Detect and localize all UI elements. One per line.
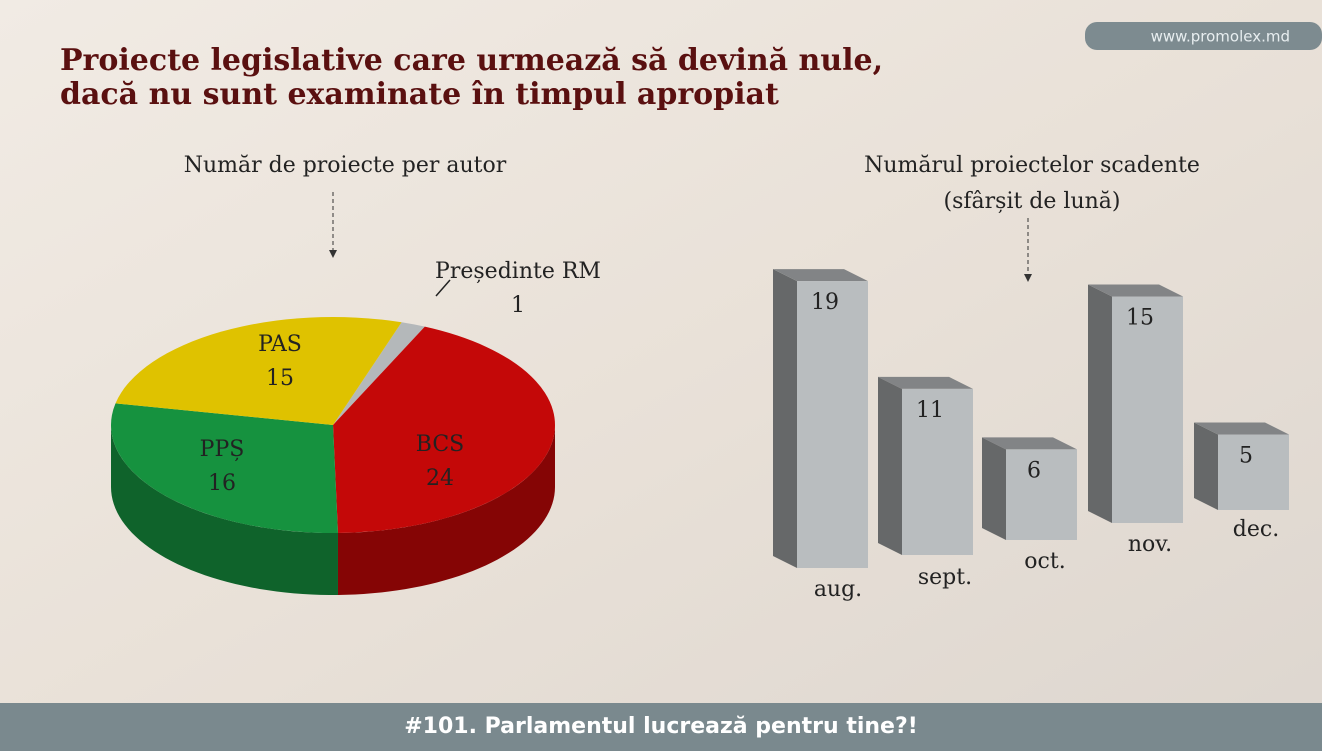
bar-category: oct. bbox=[1024, 549, 1065, 574]
pie-label: BCS bbox=[416, 432, 464, 457]
bar-category: dec. bbox=[1233, 517, 1279, 542]
pie-value: 15 bbox=[266, 366, 294, 391]
pie-side bbox=[337, 425, 555, 595]
bar-title-line: (sfârșit de lună) bbox=[944, 189, 1121, 214]
website-pill bbox=[1085, 22, 1322, 50]
pie-value: 1 bbox=[511, 293, 525, 318]
footer-bar bbox=[0, 703, 1322, 751]
bar-value: 11 bbox=[916, 398, 944, 423]
pie-side bbox=[111, 425, 338, 595]
title-line: Proiecte legislative care urmează să dev… bbox=[60, 43, 883, 78]
bar-title-line: Numărul proiectelor scadente bbox=[864, 153, 1200, 178]
bar-category: aug. bbox=[814, 577, 862, 602]
title-line: dacă nu sunt examinate în timpul apropia… bbox=[60, 77, 779, 112]
bar-value: 19 bbox=[811, 290, 839, 315]
bar-side bbox=[1088, 284, 1112, 523]
bar-top bbox=[982, 437, 1077, 450]
pie-slice bbox=[333, 326, 556, 533]
bar bbox=[902, 388, 973, 555]
pie-title: Număr de proiecte per autor bbox=[184, 153, 507, 178]
pie-label: PPȘ bbox=[200, 437, 245, 462]
bar-top bbox=[773, 269, 868, 282]
bar bbox=[1218, 434, 1289, 510]
bar-value: 5 bbox=[1239, 444, 1253, 469]
pie-slice bbox=[110, 403, 338, 533]
leader-line bbox=[435, 279, 451, 297]
pie-slice bbox=[115, 316, 402, 425]
bar-side bbox=[878, 376, 902, 555]
pie-value: 16 bbox=[208, 471, 236, 496]
pie-label: Președinte RM bbox=[435, 259, 601, 284]
bar-top bbox=[1194, 422, 1289, 435]
bar-value: 6 bbox=[1027, 458, 1041, 483]
footer: #101. Parlamentul lucrează pentru tine?! bbox=[404, 714, 918, 739]
bar-value: 15 bbox=[1126, 306, 1154, 331]
website: www.promolex.md bbox=[1151, 28, 1290, 46]
pie-label: PAS bbox=[258, 332, 302, 357]
bar bbox=[1006, 449, 1077, 540]
bar-top bbox=[1088, 284, 1183, 297]
bar-category: nov. bbox=[1128, 532, 1172, 557]
arrow-head bbox=[1024, 274, 1032, 282]
bar-category: sept. bbox=[918, 565, 972, 590]
pie-slice bbox=[333, 322, 425, 425]
bar-side bbox=[1194, 422, 1218, 510]
bar-side bbox=[982, 437, 1006, 540]
bar-side bbox=[773, 269, 797, 568]
bar bbox=[1112, 296, 1183, 523]
bar-top bbox=[878, 376, 973, 389]
bar bbox=[797, 281, 868, 568]
pie-value: 24 bbox=[426, 466, 454, 491]
arrow-head bbox=[329, 250, 337, 258]
